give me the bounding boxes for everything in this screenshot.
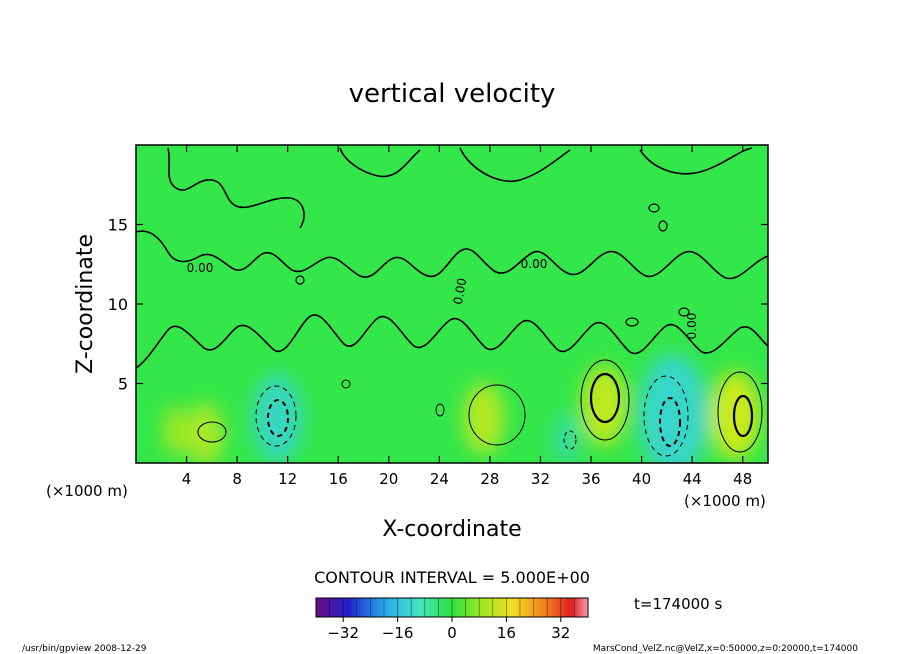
contour-neg-2 bbox=[659, 397, 681, 447]
field-anomaly bbox=[187, 402, 224, 463]
colorbar-tick-label: −32 bbox=[327, 624, 359, 642]
time-stamp: t=174000 s bbox=[634, 595, 722, 613]
y-tick-label: 15 bbox=[108, 216, 128, 235]
x-tick-label: 4 bbox=[182, 470, 192, 488]
contour-island bbox=[658, 220, 668, 232]
contour-interval: CONTOUR INTERVAL = 5.000E+00 bbox=[314, 568, 590, 587]
x-axis-label: X-coordinate bbox=[382, 517, 521, 542]
y-tick-label: 5 bbox=[118, 375, 128, 394]
contour-neg-1 bbox=[267, 399, 289, 437]
contour-island bbox=[435, 403, 445, 417]
y-axis-label: Z-coordinate bbox=[73, 234, 98, 374]
contour-pos-1 bbox=[197, 421, 227, 443]
x-tick-label: 20 bbox=[379, 470, 398, 488]
x-tick-label: 32 bbox=[531, 470, 550, 488]
contour-zero-upper bbox=[136, 230, 768, 280]
colorbar-tick-label: 0 bbox=[447, 624, 457, 642]
x-axis: 4 8 12 16 20 24 28 32 36 40 44 48 bbox=[182, 145, 752, 488]
contour-top bbox=[167, 147, 753, 229]
contour-island bbox=[295, 275, 305, 285]
field-anomaly bbox=[638, 354, 708, 463]
contour-label: 0.00 bbox=[521, 257, 548, 271]
contour-label: 0.00 bbox=[685, 313, 699, 340]
x-tick-label: 24 bbox=[430, 470, 449, 488]
field-anomaly bbox=[580, 365, 627, 446]
x-tick-label: 48 bbox=[733, 470, 752, 488]
contour-lines bbox=[136, 147, 768, 457]
chart-title: vertical velocity bbox=[349, 79, 556, 109]
x-tick-label: 16 bbox=[329, 470, 348, 488]
contour-label: 0.00 bbox=[187, 261, 214, 275]
contour-label: 0.00 bbox=[451, 277, 469, 306]
y-axis: 5 10 15 bbox=[108, 216, 768, 394]
field-anomaly bbox=[252, 374, 303, 463]
x-unit-right: (×1000 m) bbox=[684, 492, 766, 510]
field-anomaly bbox=[463, 382, 504, 455]
contour-pos-3 bbox=[589, 372, 621, 424]
x-tick-label: 44 bbox=[683, 470, 702, 488]
contour-neg-3 bbox=[563, 430, 577, 450]
contour-island bbox=[648, 203, 660, 213]
contour-neg-1b bbox=[255, 385, 297, 447]
colorbar-tick-label: −16 bbox=[382, 624, 414, 642]
x-tick-label: 40 bbox=[632, 470, 651, 488]
contour-island bbox=[678, 307, 690, 317]
colorbar-tick-label: 32 bbox=[551, 624, 570, 642]
field-anomaly bbox=[161, 405, 191, 457]
x-tick-label: 36 bbox=[581, 470, 600, 488]
contour-pos-2 bbox=[468, 384, 526, 446]
x-tick-label: 12 bbox=[278, 470, 297, 488]
plot-area: 0.00 0.00 0.00 0.00 bbox=[136, 145, 768, 463]
x-tick-label: 28 bbox=[480, 470, 499, 488]
colorbar-ticks: −32 −16 0 16 32 bbox=[315, 598, 589, 642]
contour-pos-3b bbox=[580, 359, 630, 441]
footer-left: /usr/bin/gpview 2008-12-29 bbox=[22, 644, 147, 654]
contour-zero-lower bbox=[136, 314, 768, 369]
y-tick-label: 10 bbox=[108, 295, 128, 314]
footer-right: MarsCond_VelZ.nc@VelZ,x=0:50000,z=0:2000… bbox=[593, 644, 858, 654]
contour-neg-2b bbox=[643, 375, 689, 457]
contour-labels: 0.00 0.00 0.00 0.00 bbox=[187, 257, 699, 339]
contour-pos-4 bbox=[732, 394, 754, 438]
colorbar-tick-label: 16 bbox=[497, 624, 516, 642]
x-tick-label: 8 bbox=[232, 470, 242, 488]
contour-island bbox=[625, 317, 639, 327]
x-unit-left: (×1000 m) bbox=[46, 482, 128, 500]
contour-island bbox=[341, 379, 351, 389]
field-anomaly bbox=[551, 413, 581, 463]
contour-pos-4b bbox=[717, 371, 763, 453]
